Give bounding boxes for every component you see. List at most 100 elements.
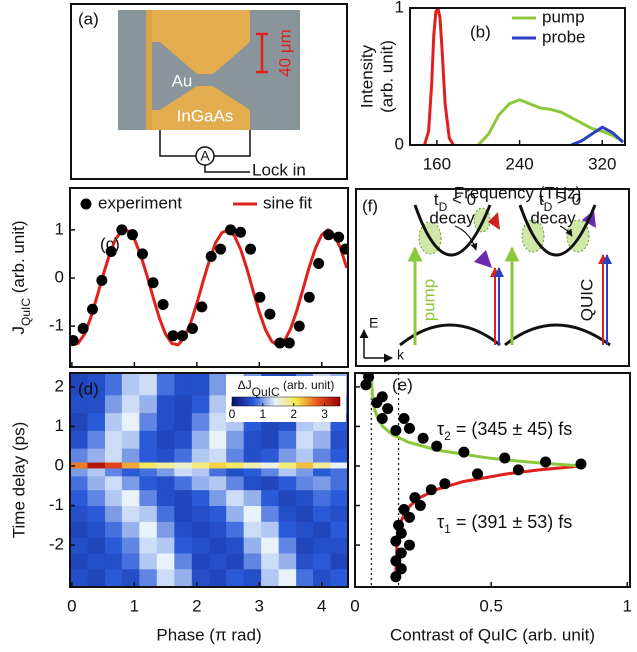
heat-cell [122,468,140,476]
y-tick-label: -1 [49,316,64,335]
data-point [235,227,246,238]
data-point [431,441,442,452]
heat-cell [209,521,226,537]
data-point [187,323,198,334]
colorbar [232,397,340,406]
heat-cell [105,462,122,468]
data-point [404,423,415,434]
heat-cell [157,569,175,588]
data-point [127,229,138,240]
heat-cell [157,462,175,468]
heat-cell [139,521,157,537]
heat-cell [174,413,192,431]
heat-cell [244,476,262,490]
heat-cell [192,476,210,490]
heat-cell [279,569,297,588]
heat-cell [87,537,105,553]
heat-cell [87,490,105,506]
data-point [168,330,179,341]
heat-cell [209,468,226,476]
heat-cell [139,395,157,413]
heat-cell [122,521,140,537]
data-point [404,540,415,551]
label-part: J [9,326,28,335]
heat-cell [192,569,210,588]
x-tick-label: 320 [588,154,616,173]
heat-cell [209,430,226,448]
pad-label: Au [172,71,193,90]
legend-label: pump [542,7,585,26]
x-tick-label: 2 [192,596,201,615]
heat-cell [192,413,210,431]
heat-cell [70,430,88,448]
heat-cell [331,537,349,553]
image-panel: 40 μm (a) Au InGaAs A Lock in [71,4,347,179]
heat-cell [226,430,244,448]
heat-cell [139,476,157,490]
heat-cell [157,506,175,522]
heat-cell [331,521,349,537]
heat-cell [226,553,244,569]
heat-cell [192,553,210,569]
decay-label: decay [429,208,475,227]
data-point [371,397,382,408]
heat-cell [122,537,140,553]
legend-label: probe [542,27,585,46]
data-point [96,275,107,286]
colorbar-tick-label: 1 [260,407,267,421]
heat-cell [296,553,313,569]
data-point [206,251,217,262]
heat-cell [192,448,210,462]
heat-cell [122,395,140,413]
heat-cell [174,373,192,395]
heat-cell [174,395,192,413]
heat-cell [279,468,297,476]
data-point [78,323,89,334]
diagram-panel: (f) pump QUIC tD < 0 decay tD > 0 decay … [356,189,629,366]
label-part: = (345 ± 45) fs [451,419,572,439]
heat-cell [209,462,226,468]
heat-cell [279,430,297,448]
substrate-label: InGaAs [177,106,234,125]
data-point [390,536,401,547]
heat-cell [139,537,157,553]
plot-area [424,8,622,145]
x-tick-label: 0.5 [479,596,503,615]
heat-cell [261,430,279,448]
data-point [499,453,510,464]
heat-cell [313,553,331,569]
heat-cell [157,537,175,553]
heat-cell [87,462,105,468]
heat-cell [313,468,331,476]
x-tick-label: 1 [623,596,632,615]
heat-cell [296,490,313,506]
heat-cell [209,476,226,490]
y-axis-label: (arb. unit) [377,40,396,113]
heat-cell [122,462,140,468]
heat-cell [174,490,192,506]
panel-label: (c) [100,234,120,253]
heat-cell [174,468,192,476]
heat-cell [226,462,244,468]
heat-cell [192,395,210,413]
heat-cell [70,569,88,588]
y-tick-label: 1 [55,416,64,435]
heat-cell [313,506,331,522]
data-point [137,248,148,259]
heat-cell [157,373,175,395]
heat-cell [261,448,279,462]
heat-cell [105,537,122,553]
heat-cell [174,476,192,490]
data-point [340,244,351,255]
heat-cell [105,490,122,506]
heat-cell [331,468,349,476]
data-point [426,484,437,495]
heat-cell [139,462,157,468]
data-point [399,413,410,424]
heat-cell [139,448,157,462]
figure: 40 μm (a) Au InGaAs A Lock in (f) pump [0,0,637,652]
label-part: τ [437,512,444,532]
heat-cell [192,537,210,553]
heat-cell [157,430,175,448]
data-point [458,447,469,458]
